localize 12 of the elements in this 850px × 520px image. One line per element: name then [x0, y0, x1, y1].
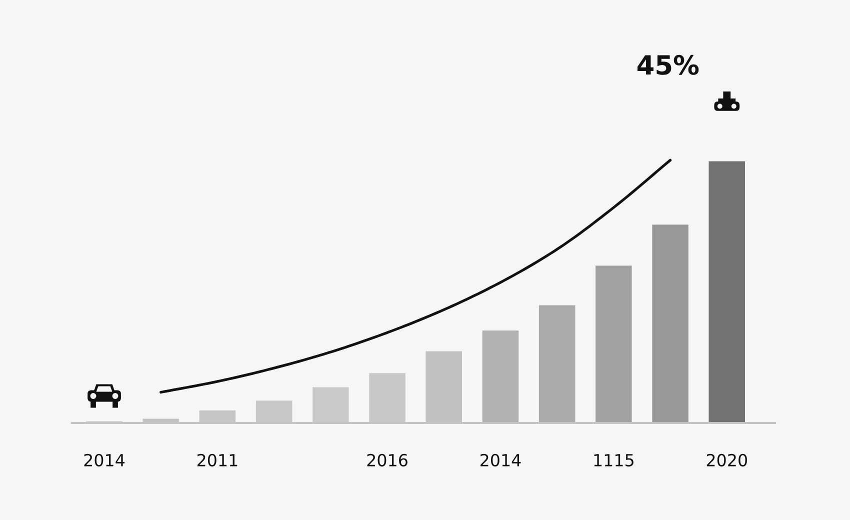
bar — [596, 266, 632, 423]
x-tick-label: 2020 — [706, 454, 747, 466]
x-tick-label: 2014 — [84, 454, 125, 466]
x-tick-label: 2011 — [197, 454, 238, 466]
x-tick-label: 2016 — [367, 454, 408, 466]
bar — [538, 305, 576, 423]
bar — [482, 330, 519, 423]
x-tick-label: 2014 — [480, 454, 521, 466]
text: 45% — [637, 54, 699, 75]
x-tick-label: 1115 — [594, 454, 634, 466]
bar — [708, 161, 745, 423]
bar — [652, 224, 688, 423]
